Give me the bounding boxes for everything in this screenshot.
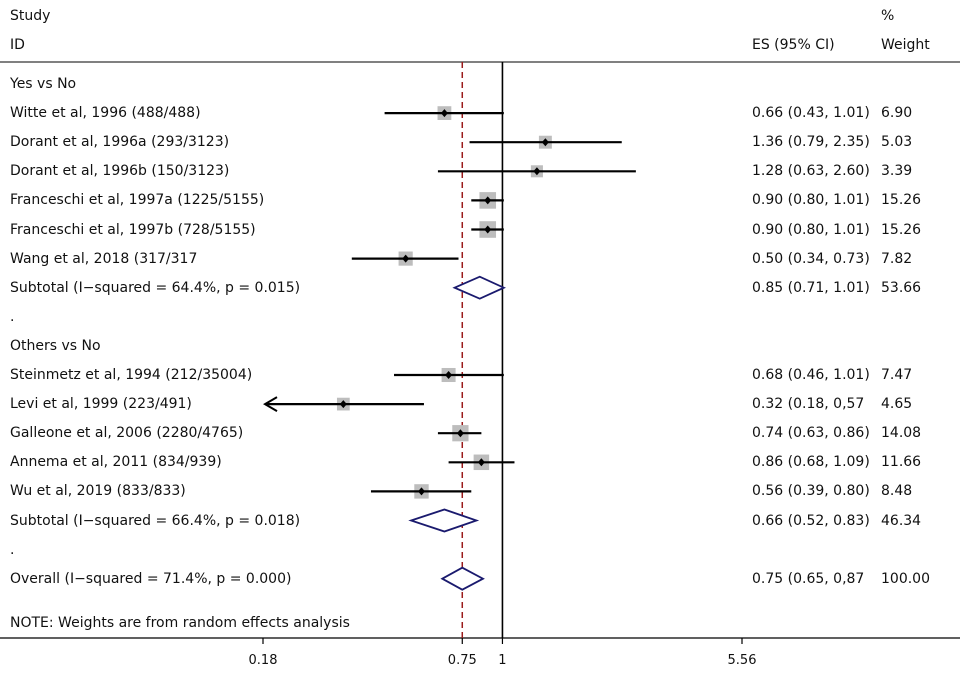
spacer-dot: . xyxy=(10,541,15,558)
study-weight-text: 3.39 xyxy=(881,163,913,180)
study-label: Franceschi et al, 1997a (1225/5155) xyxy=(10,192,265,209)
x-tick-label-1: 0.75 xyxy=(448,653,477,668)
point-estimate xyxy=(541,138,549,147)
x-tick-label-2: 1 xyxy=(498,653,506,668)
study-label: Wang et al, 2018 (317/317 xyxy=(10,250,198,267)
study-weight-text: 7.82 xyxy=(881,250,913,267)
study-weight-text: 6.90 xyxy=(881,105,913,122)
x-tick-label-3: 5.56 xyxy=(728,653,757,668)
subtotal-diamond xyxy=(452,275,507,300)
study-es-text: 0.56 (0.39, 0.80) xyxy=(752,483,870,500)
study-label: Annema et al, 2011 (834/939) xyxy=(10,454,222,471)
subtotal-weight-text: 46.34 xyxy=(881,512,922,529)
study-weight-text: 15.26 xyxy=(881,192,922,209)
subtotal-es-text: 0.66 (0.52, 0.83) xyxy=(752,512,870,529)
overall-es-text: 0.75 (0.65, 0,87 xyxy=(752,570,865,587)
subgroup-heading: Yes vs No xyxy=(10,76,77,92)
study-header: Study xyxy=(10,8,51,24)
overall-label: Overall (I−squared = 71.4%, p = 0.000) xyxy=(10,570,292,587)
point-estimate xyxy=(456,429,464,438)
study-es-text: 0.90 (0.80, 1.01) xyxy=(752,192,870,209)
point-estimate xyxy=(484,225,492,234)
subgroup-heading: Others vs No xyxy=(10,337,101,354)
note-text: NOTE: Weights are from random effects an… xyxy=(10,615,350,631)
subtotal-label: Subtotal (I−squared = 66.4%, p = 0.018) xyxy=(10,512,301,529)
weight-header: Weight xyxy=(881,37,930,53)
overall-weight-text: 100.00 xyxy=(881,570,930,587)
study-weight-text: 11.66 xyxy=(881,454,922,471)
es-header: ES (95% CI) xyxy=(752,37,835,53)
point-estimate xyxy=(477,458,485,467)
study-es-text: 1.28 (0.63, 2.60) xyxy=(752,163,870,180)
subtotal-weight-text: 53.66 xyxy=(881,279,922,296)
study-es-text: 0.86 (0.68, 1.09) xyxy=(752,454,870,471)
overall-diamond xyxy=(440,566,485,591)
subtotal-label: Subtotal (I−squared = 64.4%, p = 0.015) xyxy=(10,279,301,296)
study-es-text: 1.36 (0.79, 2.35) xyxy=(752,134,870,151)
study-label: Galleone et al, 2006 (2280/4765) xyxy=(10,425,244,442)
study-weight-text: 5.03 xyxy=(881,134,913,151)
study-label: Wu et al, 2019 (833/833) xyxy=(10,483,186,500)
point-estimate xyxy=(417,487,425,496)
id-header: ID xyxy=(10,37,25,53)
study-weight-text: 7.47 xyxy=(881,367,913,383)
study-es-text: 0.68 (0.46, 1.01) xyxy=(752,367,870,383)
point-estimate xyxy=(402,254,410,263)
study-es-text: 0.50 (0.34, 0.73) xyxy=(752,250,870,267)
point-estimate xyxy=(445,371,453,379)
study-es-text: 0.90 (0.80, 1.01) xyxy=(752,221,870,238)
spacer-dot: . xyxy=(10,308,15,325)
study-label: Levi et al, 1999 (223/491) xyxy=(10,396,192,413)
study-es-text: 0.32 (0.18, 0,57 xyxy=(752,396,865,413)
study-label: Dorant et al, 1996a (293/3123) xyxy=(10,134,230,151)
study-weight-text: 8.48 xyxy=(881,483,913,500)
point-estimate xyxy=(533,167,541,176)
subtotal-es-text: 0.85 (0.71, 1.01) xyxy=(752,279,870,296)
point-estimate xyxy=(440,109,448,118)
study-weight-text: 4.65 xyxy=(881,396,913,413)
study-label: Witte et al, 1996 (488/488) xyxy=(10,105,201,122)
study-label: Steinmetz et al, 1994 (212/35004) xyxy=(10,367,253,383)
subtotal-diamond xyxy=(408,508,480,533)
study-es-text: 0.66 (0.43, 1.01) xyxy=(752,105,870,122)
point-estimate xyxy=(484,196,492,205)
weight-percent-header: % xyxy=(881,8,895,24)
study-label: Dorant et al, 1996b (150/3123) xyxy=(10,163,230,180)
study-es-text: 0.74 (0.63, 0.86) xyxy=(752,425,870,442)
study-weight-text: 14.08 xyxy=(881,425,922,442)
study-label: Franceschi et al, 1997b (728/5155) xyxy=(10,221,256,238)
x-tick-label-0: 0.18 xyxy=(249,653,278,668)
point-estimate xyxy=(339,400,347,409)
study-weight-text: 15.26 xyxy=(881,221,922,238)
